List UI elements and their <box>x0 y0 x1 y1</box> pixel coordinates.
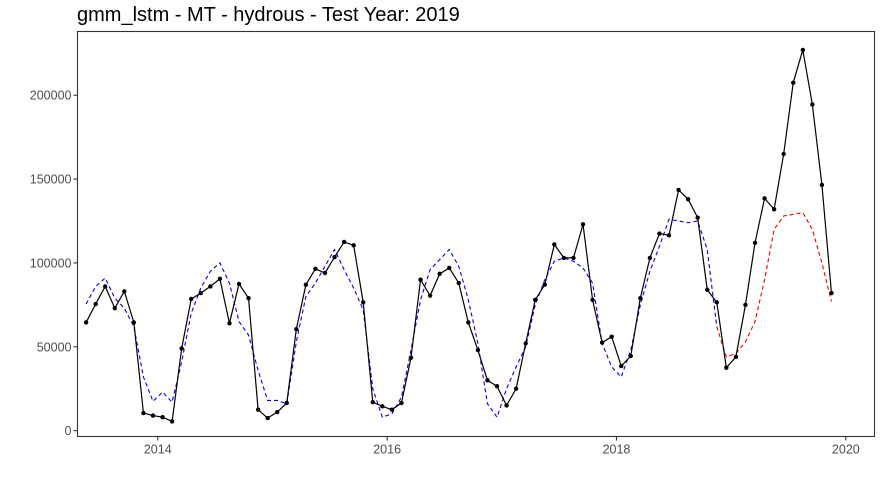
data-point <box>752 240 758 245</box>
data-point <box>112 306 117 311</box>
data-point <box>370 399 375 405</box>
x-tick-label: 2014 <box>144 443 172 457</box>
data-point <box>628 353 633 359</box>
data-point <box>208 284 213 289</box>
data-point <box>791 80 796 85</box>
data-point <box>217 276 223 282</box>
data-point <box>714 300 719 305</box>
data-point <box>427 293 433 298</box>
data-point <box>150 413 156 418</box>
data-point <box>771 207 777 212</box>
data-point <box>466 320 471 325</box>
data-point <box>743 302 748 308</box>
data-point <box>705 287 710 292</box>
data-point <box>160 415 165 420</box>
data-point <box>781 151 786 157</box>
data-point <box>638 295 643 301</box>
data-point <box>685 197 691 202</box>
data-point <box>313 266 318 271</box>
data-point <box>810 102 815 107</box>
data-point <box>341 239 347 245</box>
data-point <box>227 321 232 326</box>
data-point <box>590 297 595 303</box>
data-point <box>456 280 461 286</box>
data-point <box>447 265 452 271</box>
data-point <box>408 355 414 360</box>
x-tick-label: 2016 <box>373 443 401 457</box>
data-point <box>733 354 739 360</box>
data-point <box>494 383 500 389</box>
data-point <box>762 196 767 201</box>
data-point <box>246 295 251 301</box>
data-point <box>83 320 89 325</box>
y-tick-label: 100000 <box>30 256 72 270</box>
data-point <box>303 282 309 287</box>
y-tick-label: 200000 <box>30 89 72 103</box>
data-point <box>332 254 337 260</box>
data-point <box>122 289 127 294</box>
data-point <box>619 363 624 369</box>
data-point <box>265 415 270 421</box>
y-tick-label: 0 <box>65 424 72 438</box>
data-point <box>580 222 586 227</box>
data-point <box>284 400 289 406</box>
data-point <box>236 281 242 287</box>
y-tick-label: 150000 <box>30 173 72 187</box>
data-point <box>351 243 356 248</box>
data-point <box>561 255 567 261</box>
chart-title: gmm_lstm - MT - hydrous - Test Year: 201… <box>77 4 460 26</box>
y-tick-label: 50000 <box>37 340 72 354</box>
data-point <box>504 403 509 408</box>
data-point <box>322 270 328 276</box>
data-point <box>599 340 605 345</box>
data-point <box>609 334 614 339</box>
data-point <box>800 47 805 53</box>
data-point <box>513 386 519 391</box>
x-tick-label: 2018 <box>603 443 631 457</box>
data-point <box>131 320 137 325</box>
data-point <box>169 419 175 424</box>
data-point <box>647 255 653 261</box>
data-point <box>275 409 280 415</box>
data-point <box>657 231 662 236</box>
data-point <box>724 365 729 370</box>
data-point <box>552 242 557 247</box>
data-point <box>523 341 528 346</box>
data-point <box>676 187 681 193</box>
x-tick-label: 2020 <box>832 443 860 457</box>
data-point <box>380 404 385 409</box>
data-point <box>255 407 261 412</box>
data-point <box>695 215 700 220</box>
data-point <box>198 290 203 296</box>
data-point <box>389 407 395 412</box>
series-layer <box>83 47 834 424</box>
data-point <box>418 277 423 282</box>
axis-layer: 0 50000 100000 150000 200000 2014 2016 2018 2020 <box>30 89 860 457</box>
data-point <box>399 400 404 406</box>
data-point <box>819 182 825 188</box>
data-point <box>475 347 481 353</box>
data-point <box>189 296 194 302</box>
data-point <box>542 282 547 287</box>
data-point <box>294 326 299 332</box>
data-point <box>666 233 672 238</box>
data-point <box>93 301 98 307</box>
data-point <box>571 255 576 261</box>
plot-panel <box>76 30 876 438</box>
data-point <box>533 297 538 303</box>
data-point <box>179 346 184 351</box>
data-point <box>437 271 442 277</box>
data-point <box>103 284 108 289</box>
data-point <box>361 300 366 305</box>
data-point <box>141 410 146 416</box>
data-point <box>829 290 834 296</box>
data-point <box>485 378 490 383</box>
